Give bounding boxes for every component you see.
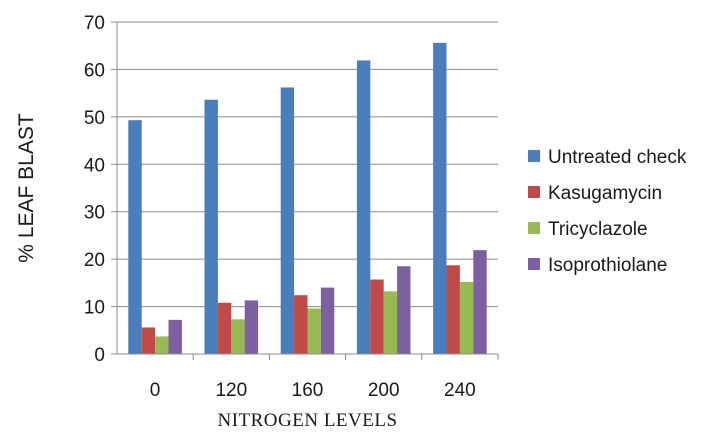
y-tick-label: 10 [84,298,105,319]
bar-untreated-check-0 [128,120,142,354]
x-tick-label: 240 [444,380,476,401]
gridlines [117,21,498,308]
bars [128,42,487,355]
x-tick-label: 200 [368,380,400,401]
bar-isoprothiolane-120 [244,300,259,354]
x-axis-title: NITROGEN LEVELS [217,410,397,430]
bar-untreated-check-120 [204,99,218,354]
bar-isoprothiolane-0 [168,319,182,354]
bar-kasugamycin-160 [294,295,308,354]
bar-tricyclazole-120 [231,319,245,354]
bar-tricyclazole-0 [155,336,169,354]
legend-swatch [528,186,540,198]
bar-isoprothiolane-160 [320,287,335,354]
bar-kasugamycin-0 [141,327,156,354]
bar-kasugamycin-200 [370,279,384,354]
x-tick-label: 160 [292,380,324,401]
legend-swatch [528,150,540,162]
bar-tricyclazole-160 [307,308,321,354]
y-tick-label: 50 [84,108,105,129]
bar-isoprothiolane-240 [473,250,487,354]
y-tick-label: 20 [84,250,105,271]
bar-kasugamycin-240 [446,265,460,354]
legend-label: Kasugamycin [548,183,662,204]
x-tick-label: 120 [215,380,247,401]
legend-label: Untreated check [548,147,687,168]
y-tick-label: 70 [84,13,105,34]
y-axis-title: % LEAF BLAST [15,113,38,263]
legend-swatch [528,222,540,234]
y-tick-label: 0 [94,345,105,366]
legend: Untreated check Kasugamycin Tricyclazole Is… [528,147,687,276]
legend-label: Isoprothiolane [548,255,667,276]
y-tick-label: 30 [84,203,105,224]
legend-swatch [528,258,540,270]
bar-untreated-check-240 [433,42,447,355]
bar-kasugamycin-120 [217,302,232,354]
legend-label: Tricyclazole [548,219,648,240]
y-tick-label: 60 [84,60,105,81]
bar-tricyclazole-240 [459,281,474,354]
bar-tricyclazole-200 [383,291,398,354]
axes: 0 10 20 30 40 50 60 70 0 120 160 200 240 [84,13,499,401]
y-tick-label: 40 [84,155,105,176]
x-tick-label: 0 [150,380,161,401]
bar-untreated-check-160 [280,87,295,355]
bar-untreated-check-200 [356,60,371,354]
bar-isoprothiolane-200 [397,266,411,354]
